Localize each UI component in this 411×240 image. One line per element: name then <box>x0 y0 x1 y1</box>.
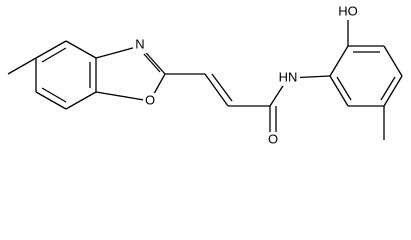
label-bg <box>276 70 300 86</box>
bond <box>204 73 229 107</box>
bond <box>329 45 349 77</box>
bond <box>143 53 161 73</box>
bond <box>383 45 403 77</box>
bond <box>35 40 67 59</box>
bond <box>65 91 97 110</box>
atom-labels: N O O HN HO <box>133 3 360 148</box>
bond <box>41 87 67 103</box>
bond <box>41 47 67 63</box>
bond <box>7 57 37 75</box>
label-bg <box>133 37 147 53</box>
bonds <box>7 16 403 140</box>
atom-label: HN <box>279 69 298 84</box>
label-bg <box>143 93 157 109</box>
bond <box>211 73 233 102</box>
bond <box>329 75 349 107</box>
bond <box>380 76 396 101</box>
bond <box>35 91 67 110</box>
label-bg <box>336 4 360 20</box>
bond <box>336 76 352 101</box>
bond <box>95 91 151 102</box>
bond <box>65 40 97 59</box>
structure-diagram: N O O HN HO <box>7 3 403 148</box>
atom-label: N <box>135 36 144 51</box>
bond <box>383 75 403 107</box>
atom-label: O <box>268 131 278 146</box>
atom-label: O <box>145 92 155 107</box>
atom-label: HO <box>338 3 358 18</box>
label-bg <box>266 132 280 148</box>
bond <box>95 45 141 59</box>
